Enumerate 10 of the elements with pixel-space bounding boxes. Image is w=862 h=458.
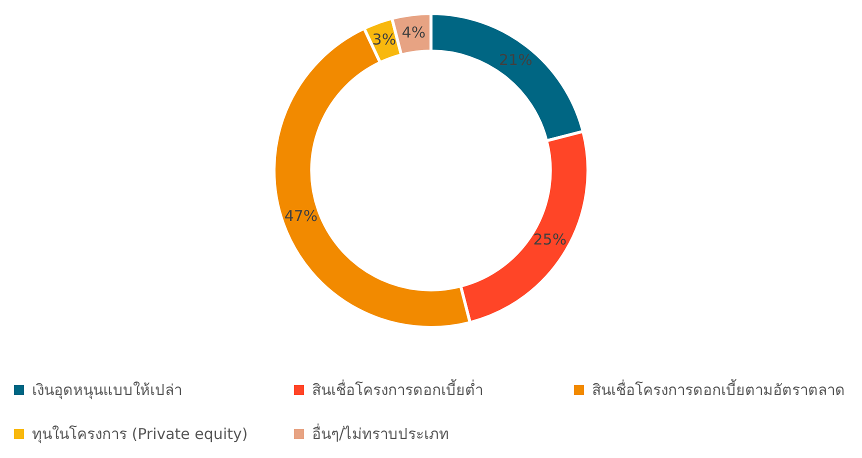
data-label: 4% (402, 23, 426, 42)
legend-label: อื่นๆ/ไม่ทราบประเภท (312, 422, 450, 445)
legend-label: สินเชื่อโครงการดอกเบี้ยตามอัตราตลาด (592, 378, 845, 401)
data-label: 21% (499, 51, 532, 70)
data-label: 25% (533, 230, 567, 249)
data-label: 3% (372, 30, 396, 48)
legend-label: สินเชื่อโครงการดอกเบี้ยต่ำ (312, 378, 483, 401)
legend-label: เงินอุดหนุนแบบให้เปล่า (32, 380, 182, 402)
legend-label: ทุนในโครงการ (Private equity) (32, 424, 248, 446)
data-label: 47% (284, 207, 318, 226)
